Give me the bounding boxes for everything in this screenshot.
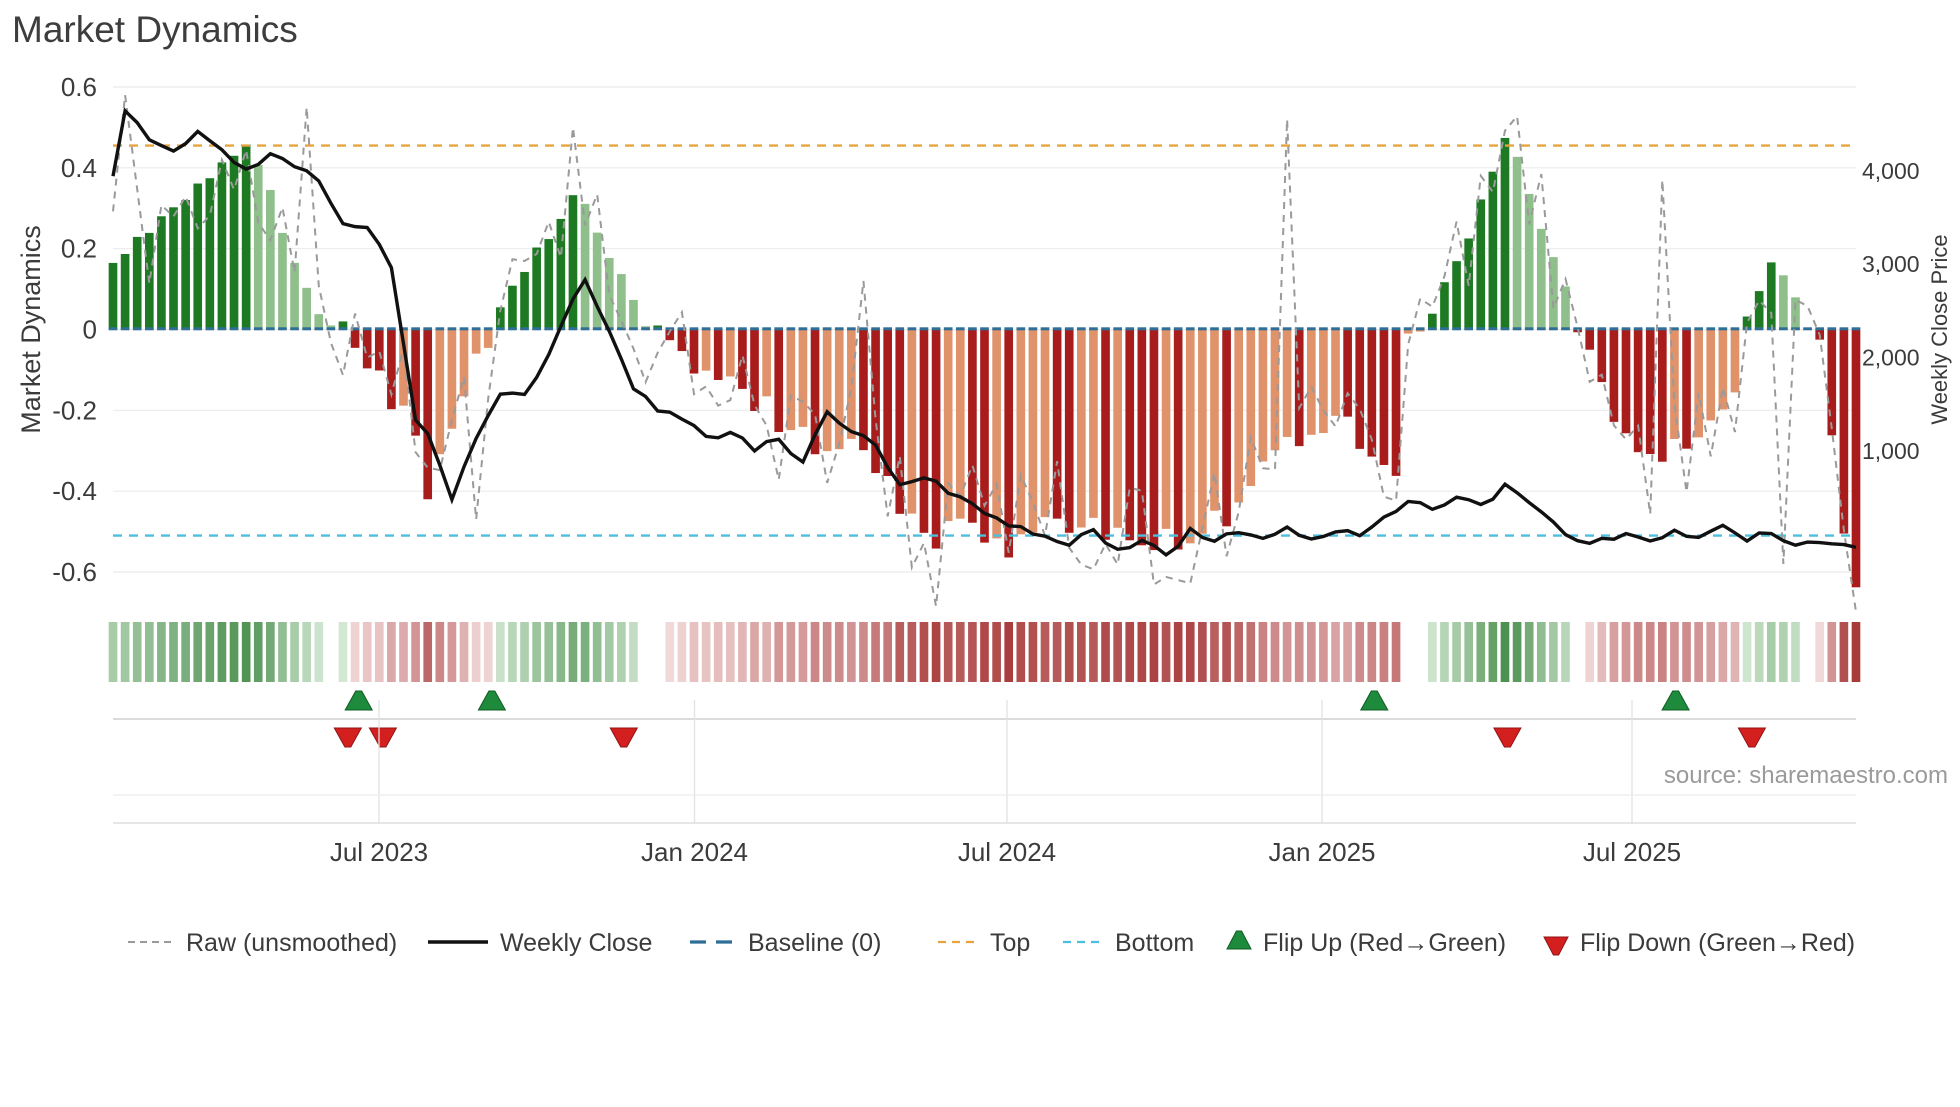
svg-text:3,000: 3,000 [1862,251,1920,277]
svg-text:Weekly Close: Weekly Close [500,929,652,957]
svg-text:Baseline (0): Baseline (0) [748,929,881,957]
svg-text:Jan 2024: Jan 2024 [641,837,748,867]
svg-text:Jul 2024: Jul 2024 [958,837,1056,867]
svg-text:0: 0 [83,315,97,345]
svg-text:4,000: 4,000 [1862,158,1920,184]
svg-text:Market Dynamics: Market Dynamics [12,9,298,50]
svg-text:0.4: 0.4 [61,153,97,183]
svg-text:0.2: 0.2 [61,234,97,264]
svg-text:-0.2: -0.2 [52,395,97,425]
svg-text:-0.4: -0.4 [52,476,97,506]
svg-text:Market Dynamics: Market Dynamics [16,225,46,434]
svg-text:Jul 2023: Jul 2023 [330,837,428,867]
svg-text:Flip Up (Red→Green): Flip Up (Red→Green) [1263,929,1506,957]
svg-text:1,000: 1,000 [1862,438,1920,464]
svg-text:Jan 2025: Jan 2025 [1269,837,1376,867]
svg-text:Raw (unsmoothed): Raw (unsmoothed) [186,929,397,957]
svg-text:0.6: 0.6 [61,72,97,102]
svg-text:source: sharemaestro.com: source: sharemaestro.com [1664,762,1948,789]
svg-text:Jul 2025: Jul 2025 [1583,837,1681,867]
svg-text:2,000: 2,000 [1862,345,1920,371]
svg-text:Top: Top [990,929,1030,957]
svg-text:Flip Down (Green→Red): Flip Down (Green→Red) [1580,929,1855,957]
svg-text:Weekly Close Price: Weekly Close Price [1927,234,1952,424]
svg-text:Bottom: Bottom [1115,929,1194,957]
svg-text:-0.6: -0.6 [52,557,97,587]
